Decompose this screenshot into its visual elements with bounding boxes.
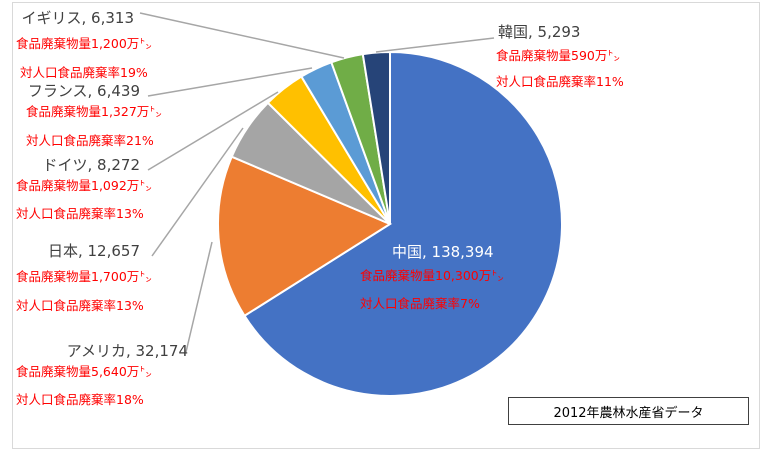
source-note: 2012年農林水産省データ xyxy=(508,397,749,425)
leader-line-usa xyxy=(185,241,213,353)
rate-label-france: 対人口食品廃棄率21% xyxy=(26,133,154,148)
slice-label-china: 中国, 138,394 xyxy=(392,243,494,261)
slice-label-france: フランス, 6,439 xyxy=(28,82,140,100)
waste-label-korea: 食品廃棄物量590万㌧ xyxy=(496,48,620,63)
rate-label-usa: 対人口食品廃棄率18% xyxy=(16,392,144,407)
rate-label-uk: 対人口食品廃棄率19% xyxy=(20,65,148,80)
rate-label-japan: 対人口食品廃棄率13% xyxy=(16,298,144,313)
leader-line-uk xyxy=(139,12,345,59)
pie-slice-china xyxy=(243,50,564,397)
waste-label-china: 食品廃棄物量10,300万㌧ xyxy=(360,268,504,283)
slice-label-germany: ドイツ, 8,272 xyxy=(43,156,140,174)
rate-label-germany: 対人口食品廃棄率13% xyxy=(16,206,144,221)
rate-label-korea: 対人口食品廃棄率11% xyxy=(496,74,624,89)
slice-label-uk: イギリス, 6,313 xyxy=(22,9,134,27)
pie-slices xyxy=(217,50,564,397)
waste-label-france: 食品廃棄物量1,327万㌧ xyxy=(26,104,162,119)
leader-lines xyxy=(139,12,495,353)
rate-label-china: 対人口食品廃棄率7% xyxy=(360,296,480,311)
slice-label-japan: 日本, 12,657 xyxy=(48,242,140,260)
waste-label-usa: 食品廃棄物量5,640万㌧ xyxy=(16,364,152,379)
slice-label-usa: アメリカ, 32,174 xyxy=(67,342,188,360)
waste-label-japan: 食品廃棄物量1,700万㌧ xyxy=(16,269,152,284)
pie-slice-usa xyxy=(217,155,393,318)
slice-label-korea: 韓国, 5,293 xyxy=(498,23,580,41)
leader-line-japan xyxy=(151,127,244,257)
leader-line-france xyxy=(147,67,313,97)
leader-line-germany xyxy=(147,91,279,171)
leader-line-korea xyxy=(375,37,495,53)
waste-label-uk: 食品廃棄物量1,200万㌧ xyxy=(16,36,152,51)
waste-label-germany: 食品廃棄物量1,092万㌧ xyxy=(16,178,152,193)
source-note-text: 2012年農林水産省データ xyxy=(553,405,704,421)
